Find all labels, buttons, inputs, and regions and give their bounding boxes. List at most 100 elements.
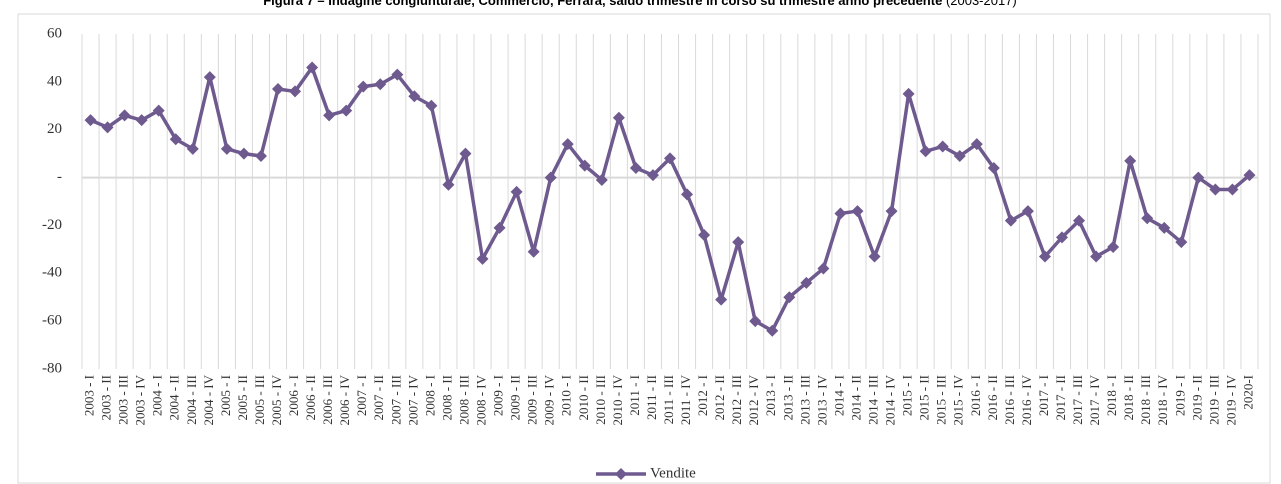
x-tick-label: 2015 - I	[900, 375, 915, 416]
point-marker	[442, 178, 455, 191]
point-marker	[476, 252, 489, 265]
point-marker	[1038, 250, 1051, 263]
point-marker	[681, 188, 694, 201]
point-marker	[698, 229, 711, 241]
x-tick-label: 2005 - II	[235, 375, 250, 421]
point-marker	[306, 61, 319, 74]
point-marker	[510, 185, 523, 198]
x-tick-label: 2003 - I	[82, 375, 97, 416]
x-tick-label: 2015 - IV	[951, 374, 966, 425]
point-marker	[1158, 221, 1171, 234]
x-tick-label: 2009 - III	[525, 375, 540, 425]
title-period: (2003-2017)	[946, 0, 1017, 8]
point-marker	[1243, 169, 1256, 182]
point-marker	[629, 162, 642, 174]
point-marker	[595, 173, 608, 186]
x-tick-label: 2017 - III	[1070, 375, 1085, 425]
x-tick-label: 2020-I	[1240, 375, 1255, 410]
x-tick-label: 2012 - IV	[746, 374, 761, 425]
x-tick-label: 2010 - III	[593, 375, 608, 425]
x-tick-label: 2004 - I	[150, 375, 165, 416]
point-marker	[374, 78, 387, 91]
point-marker	[1090, 250, 1103, 263]
x-tick-label: 2014 - III	[866, 375, 881, 425]
point-marker	[1073, 214, 1086, 227]
x-tick-label: 2007 - II	[371, 375, 386, 421]
x-tick-label: 2008 - IV	[474, 374, 489, 425]
point-marker	[902, 87, 915, 100]
point-marker	[1021, 205, 1034, 218]
point-marker	[987, 162, 1000, 174]
legend-label: Vendite	[650, 465, 696, 481]
point-marker	[425, 99, 438, 112]
point-marker	[851, 205, 864, 218]
point-marker	[323, 109, 336, 122]
point-marker	[578, 159, 591, 172]
y-tick-label: 20	[47, 121, 62, 137]
x-tick-label: 2003 - IV	[133, 374, 148, 425]
x-tick-label: 2016 - II	[985, 375, 1000, 421]
point-marker	[800, 276, 813, 289]
x-tick-label: 2003 - III	[116, 375, 131, 425]
series-line	[89, 65, 1251, 333]
x-tick-label: 2015 - III	[934, 375, 949, 425]
x-tick-label: 2009 - I	[491, 375, 506, 416]
y-tick-label: 40	[47, 73, 62, 89]
x-tick-label: 2009 - IV	[542, 374, 557, 425]
point-marker	[612, 111, 625, 124]
point-marker	[152, 104, 165, 117]
point-marker	[101, 121, 114, 134]
x-tick-label: 2006 - III	[320, 375, 335, 425]
point-marker	[220, 142, 233, 155]
point-marker	[118, 109, 131, 122]
point-marker	[186, 142, 199, 155]
x-tick-label: 2018 - I	[1104, 375, 1119, 416]
x-tick-label: 2012 - III	[729, 375, 744, 425]
x-tick-label: 2004 - II	[167, 375, 182, 421]
point-marker	[885, 205, 898, 218]
x-tick-label: 2019 - III	[1206, 375, 1221, 425]
y-tick-label: -	[57, 169, 62, 185]
x-tick-label: 2013 - III	[797, 375, 812, 425]
x-tick-label: 2018 - II	[1121, 375, 1136, 421]
point-marker	[408, 90, 421, 103]
point-marker	[1124, 154, 1137, 167]
x-tick-label: 2014 - I	[831, 375, 846, 416]
chart-title: Figura 7 – Indagine congiunturale, Comme…	[263, 0, 1017, 8]
point-marker	[1107, 240, 1120, 253]
point-marker	[1209, 183, 1222, 196]
x-tick-label: 2017 - II	[1053, 375, 1068, 421]
x-tick-label: 2013 - II	[780, 375, 795, 421]
x-tick-label: 2007 - III	[388, 375, 403, 425]
point-marker	[1175, 236, 1188, 249]
point-marker	[766, 324, 779, 337]
x-tick-label: 2017 - IV	[1087, 374, 1102, 425]
point-marker	[1226, 183, 1239, 196]
y-tick-label: -20	[42, 217, 62, 233]
point-marker	[783, 291, 796, 304]
x-tick-label: 2008 - III	[456, 375, 471, 425]
x-tick-label: 2011 - III	[661, 375, 676, 424]
x-tick-label: 2006 - II	[303, 375, 318, 421]
x-tick-label: 2004 - III	[184, 375, 199, 425]
point-marker	[169, 133, 182, 146]
x-tick-label: 2015 - II	[917, 375, 932, 421]
point-marker	[340, 104, 353, 117]
x-tick-label: 2016 - IV	[1019, 374, 1034, 425]
y-tick-label: -60	[42, 313, 62, 329]
x-tick-label: 2005 - I	[218, 375, 233, 416]
point-marker	[953, 150, 966, 163]
point-marker	[1004, 214, 1017, 227]
x-tick-label: 2016 - III	[1002, 375, 1017, 425]
point-marker	[715, 293, 728, 306]
x-tick-label: 2010 - II	[576, 375, 591, 421]
point-marker	[527, 245, 540, 258]
x-tick-label: 2011 - IV	[678, 374, 693, 425]
point-marker	[84, 114, 97, 127]
x-tick-label: 2008 - I	[422, 375, 437, 416]
x-tick-label: 2018 - III	[1138, 375, 1153, 425]
x-tick-label: 2014 - II	[848, 375, 863, 421]
x-tick-label: 2012 - II	[712, 375, 727, 421]
x-tick-label: 2007 - I	[354, 375, 369, 416]
